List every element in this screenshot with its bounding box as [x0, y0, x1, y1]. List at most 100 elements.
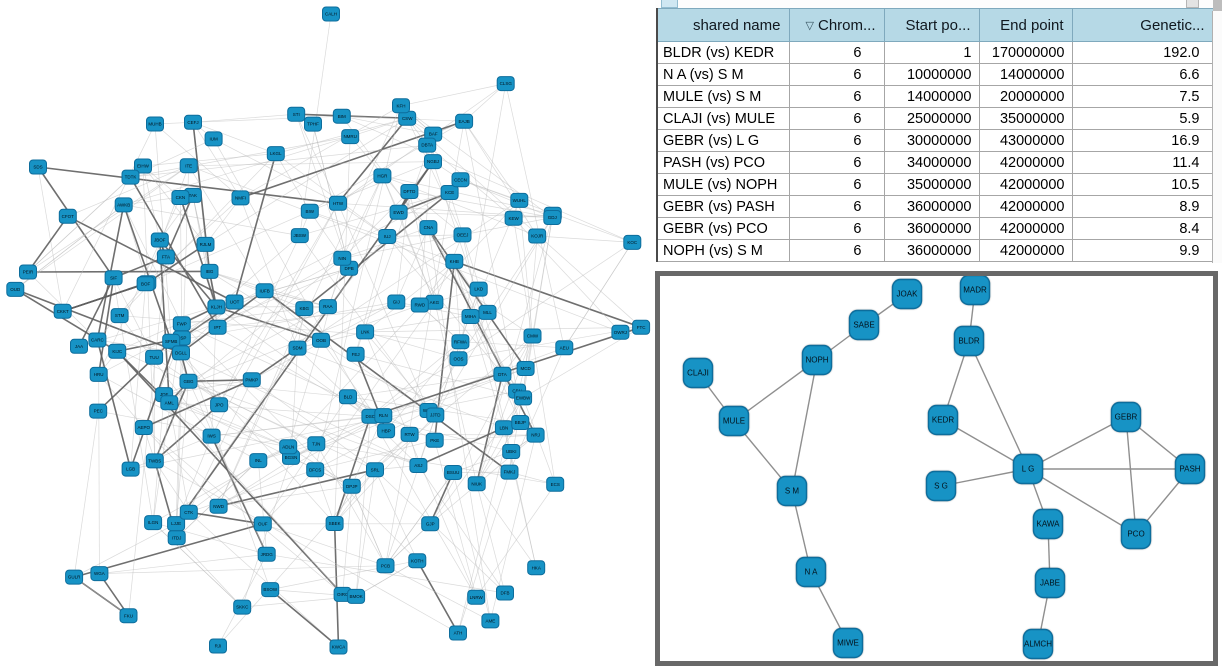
network-node[interactable]: FEJ: [346, 346, 365, 362]
network-node[interactable]: KAWA: [1032, 508, 1064, 540]
table-cell[interactable]: 6: [788, 217, 885, 240]
network-node[interactable]: ITDJ: [167, 530, 186, 546]
network-node[interactable]: RLN: [374, 408, 393, 424]
network-node[interactable]: IUJ: [378, 229, 397, 244]
network-node[interactable]: CKN: [171, 190, 190, 205]
network-node[interactable]: GBG: [179, 373, 198, 389]
network-node[interactable]: JABE: [1034, 567, 1066, 599]
network-node[interactable]: LNRW: [467, 589, 486, 605]
network-node[interactable]: PCO: [1120, 518, 1152, 550]
network-node[interactable]: EWBW: [514, 390, 533, 406]
network-node[interactable]: AKG: [425, 294, 444, 310]
table-cell[interactable]: 42000000: [978, 217, 1073, 240]
table-cell[interactable]: 20000000: [978, 85, 1073, 108]
network-node[interactable]: BSUU: [444, 465, 463, 480]
table-row[interactable]: GEBR (vs) PASH 6 36000000 42000000 8.9: [656, 195, 1214, 218]
network-node[interactable]: FMKJ: [500, 464, 519, 480]
network-node[interactable]: IUFB: [255, 283, 274, 299]
network-node[interactable]: DGLL: [172, 345, 190, 361]
network-node[interactable]: INL: [249, 453, 268, 469]
table-cell[interactable]: 36000000: [883, 239, 980, 262]
network-node[interactable]: JBSW: [290, 228, 309, 244]
network-node[interactable]: KOC: [623, 234, 642, 250]
network-edge[interactable]: [1027, 416, 1127, 470]
table-cell[interactable]: 14000000: [883, 85, 980, 108]
network-node[interactable]: HGR: [373, 168, 392, 184]
network-node[interactable]: SKKC: [233, 599, 252, 615]
network-node[interactable]: NRJ: [526, 427, 545, 443]
table-cell[interactable]: 36000000: [883, 217, 980, 240]
network-node[interactable]: NIN: [333, 250, 352, 266]
network-node[interactable]: LKD: [469, 281, 488, 297]
table-cell[interactable]: 42000000: [978, 173, 1073, 196]
network-node[interactable]: SRL: [366, 462, 384, 478]
table-cell[interactable]: MULE (vs) S M: [656, 85, 790, 108]
column-header-end-point[interactable]: End point: [978, 8, 1073, 42]
table-cell[interactable]: 8.4: [1071, 217, 1214, 240]
table-row[interactable]: BLDR (vs) KEDR 6 1 170000000 192.0: [656, 41, 1214, 64]
network-node[interactable]: BLDR: [953, 325, 985, 357]
table-cell[interactable]: 170000000: [978, 41, 1073, 64]
network-node[interactable]: NMFI: [231, 190, 250, 206]
table-cell[interactable]: 6: [788, 173, 885, 196]
network-node[interactable]: FWP: [172, 316, 191, 332]
table-cell[interactable]: 6: [788, 85, 885, 108]
network-node[interactable]: KEDR: [927, 404, 959, 436]
network-node[interactable]: OUF: [253, 516, 272, 532]
network-node[interactable]: CEFJ: [184, 114, 202, 130]
network-node[interactable]: CLSG: [496, 76, 515, 92]
network-node[interactable]: BBJP: [511, 415, 530, 430]
network-node[interactable]: RWD: [410, 297, 429, 313]
network-node[interactable]: PKE: [425, 432, 444, 448]
table-row[interactable]: PASH (vs) PCO 6 34000000 42000000 11.4: [656, 151, 1214, 174]
network-node[interactable]: RJLM: [196, 236, 215, 252]
network-node[interactable]: HBP: [377, 423, 396, 439]
network-node[interactable]: DBTA: [418, 137, 437, 153]
network-node[interactable]: LJJE: [167, 516, 186, 532]
table-cell[interactable]: 6: [788, 41, 885, 64]
network-node[interactable]: SDS: [29, 159, 47, 175]
network-edge[interactable]: [1027, 468, 1137, 535]
network-node[interactable]: ILGN: [144, 515, 163, 531]
network-node[interactable]: RJI: [209, 638, 227, 654]
network-node[interactable]: JBOF: [150, 232, 169, 248]
network-node[interactable]: FKU: [119, 608, 138, 624]
network-node[interactable]: NGBJ: [424, 154, 442, 170]
network-node[interactable]: OEEJ: [453, 227, 472, 243]
network-node[interactable]: HKA: [527, 560, 546, 576]
network-node[interactable]: S G: [925, 470, 957, 502]
table-cell[interactable]: 6.6: [1071, 63, 1214, 86]
network-node[interactable]: TUU: [145, 349, 164, 365]
network-node[interactable]: UOT: [225, 294, 244, 310]
network-node[interactable]: WGA: [90, 566, 109, 582]
network-node[interactable]: MULE: [718, 405, 750, 437]
network-node[interactable]: PEIR: [19, 264, 37, 280]
network-edge[interactable]: [1125, 416, 1137, 535]
table-cell[interactable]: 42000000: [978, 151, 1073, 174]
network-node[interactable]: CKKT: [53, 303, 72, 319]
network-node[interactable]: IUM: [204, 131, 223, 147]
network-node[interactable]: LNK: [356, 324, 375, 340]
network-node[interactable]: L G: [1012, 453, 1044, 485]
table-cell[interactable]: NOPH (vs) S M: [656, 239, 790, 262]
network-node[interactable]: CECN: [451, 172, 470, 188]
network-node[interactable]: TWBS: [145, 453, 164, 469]
network-node[interactable]: EAJB: [455, 113, 474, 129]
table-scrollbar-track[interactable]: [1212, 11, 1222, 263]
network-node[interactable]: NIUK: [467, 476, 486, 492]
network-node[interactable]: KIJC: [108, 343, 127, 359]
network-node[interactable]: CARC: [88, 332, 107, 348]
network-node[interactable]: CSW: [398, 110, 417, 126]
network-node[interactable]: LKGL: [266, 146, 285, 162]
network-node[interactable]: ASJ: [409, 458, 428, 473]
network-node[interactable]: BOF: [136, 276, 155, 292]
network-node[interactable]: ALMCH: [1022, 628, 1054, 660]
network-node[interactable]: PEC: [89, 403, 108, 419]
network-node[interactable]: TJN: [307, 436, 326, 452]
table-cell[interactable]: 192.0: [1071, 41, 1214, 64]
network-node[interactable]: FTA: [156, 249, 175, 265]
network-node[interactable]: EWD: [389, 204, 408, 220]
table-cell[interactable]: 7.5: [1071, 85, 1214, 108]
table-cell[interactable]: 6: [788, 239, 885, 262]
network-node[interactable]: BLD: [339, 389, 357, 405]
